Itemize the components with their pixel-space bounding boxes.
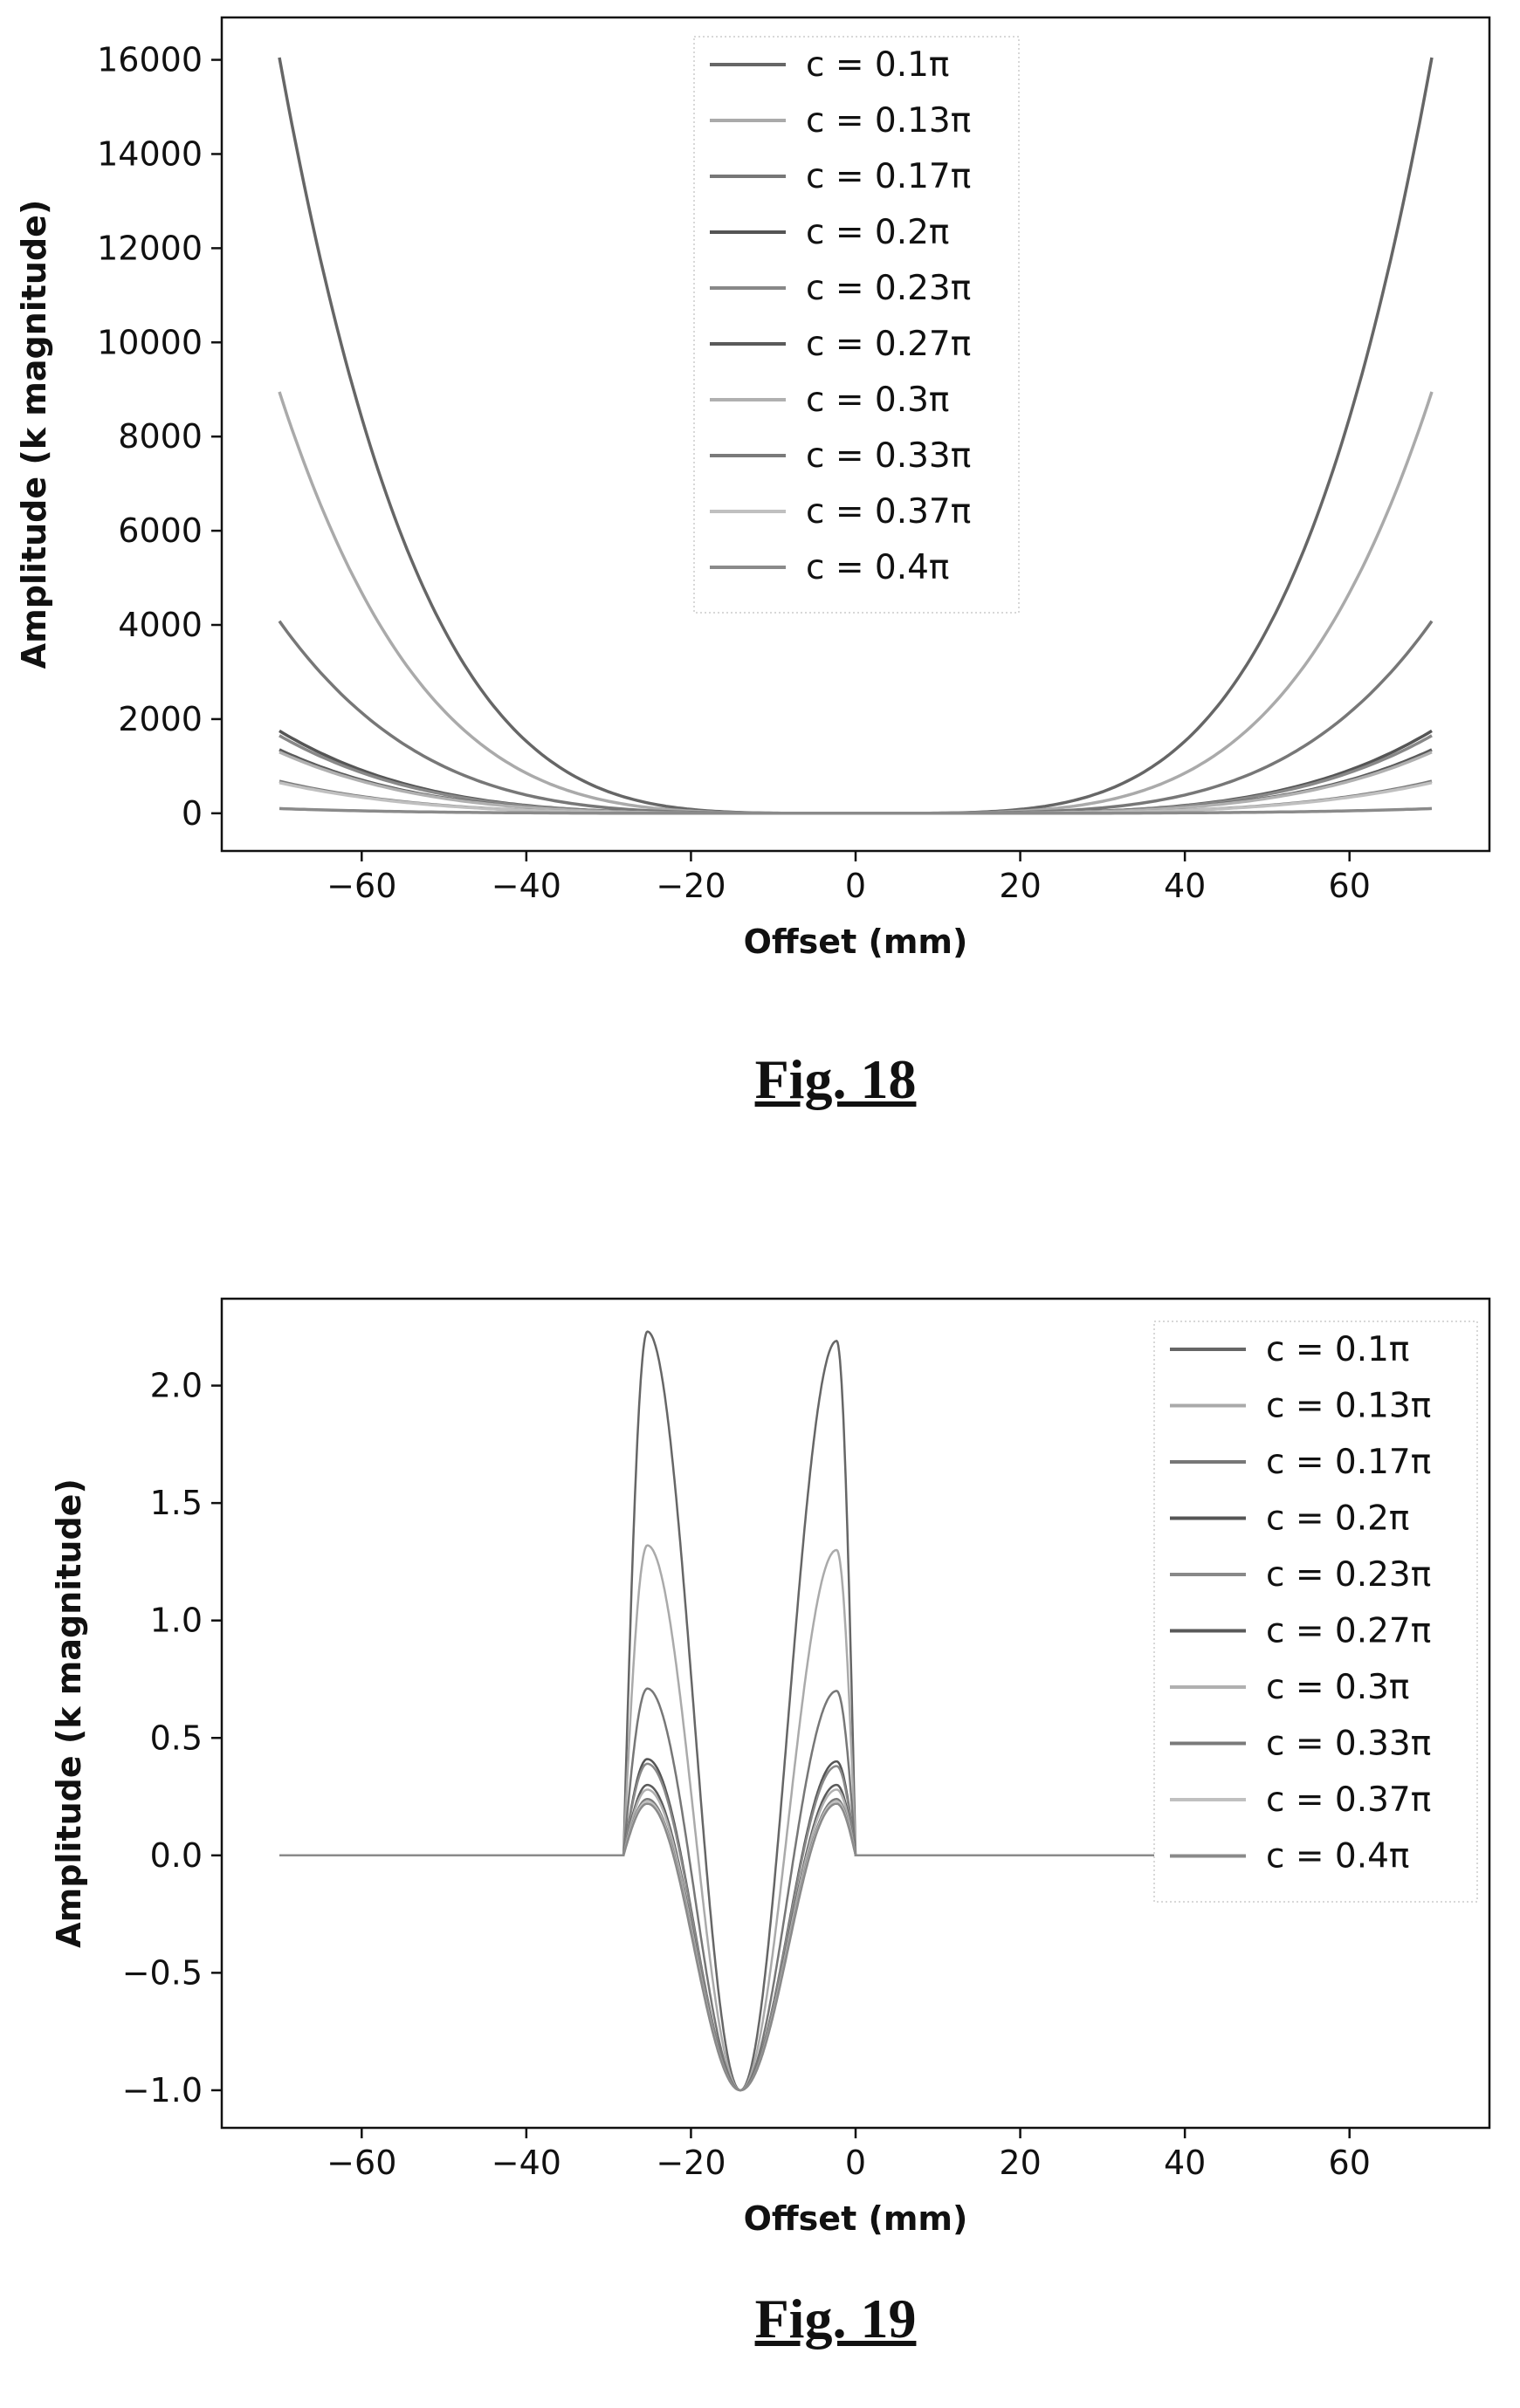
legend-label: c = 0.3π xyxy=(806,381,949,420)
x-tick-label: −40 xyxy=(492,867,561,905)
x-tick-label: 20 xyxy=(999,867,1041,905)
y-tick-label: 2000 xyxy=(118,700,203,738)
legend-label: c = 0.23π xyxy=(806,269,971,308)
legend-label: c = 0.4π xyxy=(806,548,949,587)
legend-label: c = 0.4π xyxy=(1266,1837,1409,1876)
legend-label: c = 0.37π xyxy=(806,492,971,532)
y-axis-label: Amplitude (k magnitude) xyxy=(50,1478,88,1948)
y-tick-label: 10000 xyxy=(97,323,203,361)
x-axis-label: Offset (mm) xyxy=(744,2199,968,2238)
y-tick-label: 0 xyxy=(182,794,203,833)
y-tick-label: 12000 xyxy=(97,229,203,267)
legend-label: c = 0.2π xyxy=(1266,1499,1409,1539)
y-tick-label: 0.0 xyxy=(150,1836,203,1875)
legend-label: c = 0.1π xyxy=(1266,1330,1409,1369)
legend-label: c = 0.1π xyxy=(806,45,949,85)
legend-label: c = 0.17π xyxy=(1266,1443,1431,1482)
x-tick-label: 0 xyxy=(845,867,866,905)
legend-label: c = 0.27π xyxy=(1266,1612,1431,1651)
x-tick-label: 60 xyxy=(1329,2144,1371,2182)
fig19-caption: Fig. 19 xyxy=(754,2288,917,2350)
y-tick-label: −1.0 xyxy=(122,2071,203,2110)
legend-label: c = 0.33π xyxy=(1266,1725,1431,1764)
x-tick-label: −40 xyxy=(492,2144,561,2182)
series-line xyxy=(279,734,1433,815)
x-tick-label: −20 xyxy=(656,2144,726,2182)
x-tick-label: 40 xyxy=(1164,867,1206,905)
series-line xyxy=(279,806,1433,815)
y-tick-label: 14000 xyxy=(97,134,203,173)
x-tick-label: −60 xyxy=(327,867,396,905)
legend-label: c = 0.13π xyxy=(806,101,971,141)
x-axis-label: Offset (mm) xyxy=(744,923,968,961)
legend-label: c = 0.37π xyxy=(1266,1780,1431,1820)
legend-label: c = 0.2π xyxy=(806,213,949,252)
x-tick-label: 40 xyxy=(1164,2144,1206,2182)
chart-fig18: −60 −40 −20 0 20 40 60 0 2000 4000 6000 8000 10000 12… xyxy=(15,16,1491,961)
y-tick-label: 6000 xyxy=(118,511,203,550)
legend-label: c = 0.13π xyxy=(1266,1387,1431,1426)
legend-box xyxy=(693,36,1020,614)
fig18-caption: Fig. 18 xyxy=(754,1048,917,1110)
x-tick-label: −20 xyxy=(656,867,726,905)
y-tick-label: 1.5 xyxy=(150,1484,203,1522)
series-line xyxy=(279,751,1433,815)
y-tick-label: 16000 xyxy=(97,41,203,79)
legend-label: c = 0.33π xyxy=(806,436,971,476)
series-line xyxy=(279,748,1433,815)
y-tick-label: 4000 xyxy=(118,606,203,644)
x-tick-label: 0 xyxy=(845,2144,866,2182)
y-tick-label: 2.0 xyxy=(150,1367,203,1405)
legend-label: c = 0.23π xyxy=(1266,1555,1431,1595)
x-tick-label: 20 xyxy=(999,2144,1041,2182)
y-tick-label: 0.5 xyxy=(150,1719,203,1757)
legend-label: c = 0.17π xyxy=(806,157,971,196)
y-axis-label: Amplitude (k magnitude) xyxy=(15,200,53,669)
y-tick-label: 1.0 xyxy=(150,1602,203,1640)
x-tick-label: −60 xyxy=(327,2144,396,2182)
chart-fig19: −60 −40 −20 0 20 40 60 −1.0 −0.5 0.0 0.5 1.0 1.5 2.0 O… xyxy=(50,1297,1491,2238)
legend-label: c = 0.3π xyxy=(1266,1668,1409,1707)
legend-label: c = 0.27π xyxy=(806,325,971,364)
y-tick-label: −0.5 xyxy=(122,1953,203,1992)
y-tick-label: 8000 xyxy=(118,417,203,456)
x-tick-label: 60 xyxy=(1329,867,1371,905)
legend-box xyxy=(1153,1321,1478,1903)
